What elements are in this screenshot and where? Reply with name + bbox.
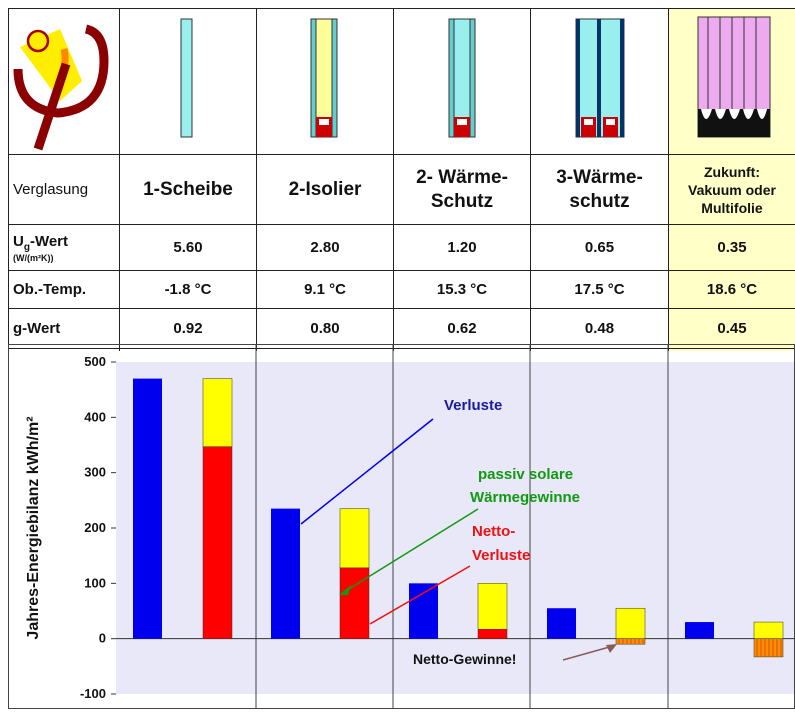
netto-gewinne-arrow-line [562, 645, 614, 661]
ug-label-sub: g [23, 241, 30, 253]
solar-pointer-line [343, 508, 479, 593]
glazing-name-4: 3-Wärme-schutz [531, 155, 668, 224]
row-label-verglasung: Verglasung [13, 181, 89, 198]
ug-value-5: 0.35 [717, 239, 747, 256]
g-value-5: 0.45 [717, 320, 747, 337]
ug-value-1: 5.60 [173, 239, 203, 256]
temp-value-4: 17.5 °C [574, 281, 625, 298]
solar-gain-bar [615, 607, 646, 639]
temp-value-3: 15.3 °C [436, 281, 488, 298]
energy-balance-chart-svg: 500 400 300 200 100 0 -100 Jahres-Energiebilan… [8, 344, 795, 709]
y-tick-label: 300 [84, 465, 106, 480]
vacuum-multifoil-pane-icon [668, 9, 795, 153]
solar-gain-bar [477, 583, 508, 630]
triple-low-e-pane-icon [530, 9, 668, 153]
solar-gain-bar [753, 621, 784, 639]
glazing-name-line: 3-Wärme- [556, 166, 643, 188]
g-value-2: 0.80 [310, 320, 340, 337]
glazing-name-5: Zukunft: Vakuum oder Multifolie [669, 155, 795, 224]
glazing-name-line: Schutz [430, 190, 494, 212]
y-tick-label: 400 [84, 409, 106, 424]
temp-value-1: -1.8 °C [164, 281, 212, 298]
ug-value-3: 1.20 [447, 239, 477, 256]
verluste-bar [271, 508, 300, 639]
verluste-bar [133, 378, 162, 639]
temp-value-2: 9.1 °C [304, 281, 346, 298]
verluste-bar [409, 583, 438, 639]
netto-gewinne-arrowhead [606, 644, 617, 653]
ug-value-4: 0.65 [584, 239, 615, 256]
netto-verluste-pointer-line [369, 565, 471, 625]
g-value-3: 0.62 [447, 320, 477, 337]
solar-pointer-arrowhead [339, 585, 351, 595]
glazing-table: Verglasung Ug-Wert (W/(m²K)) Ob.-Temp. g… [8, 8, 795, 351]
glazing-name-line: Vakuum oder [688, 181, 776, 198]
solar-gains-annotation-line1: passiv solare [478, 466, 573, 483]
verluste-bar [685, 622, 714, 639]
netto-verluste-annotation-line2: Verluste [472, 547, 530, 564]
glazing-name-line: Multifolie [701, 199, 763, 216]
glazing-name-1: 1-Scheibe [120, 155, 256, 224]
y-tick-label: 0 [99, 631, 106, 646]
glazing-name-line: 2-Isolier [288, 178, 362, 200]
y-tick-label: 200 [84, 520, 106, 535]
ug-label-rest: -Wert [29, 232, 69, 250]
g-value-1: 0.92 [173, 320, 203, 337]
glazing-name-2: 2-Isolier [257, 155, 393, 224]
solar-gain-bar [202, 378, 233, 447]
y-axis-label: Jahres-Energiebilanz kWh/m² [25, 416, 42, 639]
energy-balance-chart: 500 400 300 200 100 0 -100 Jahres-Energiebilan… [8, 344, 795, 709]
y-tick-label: 500 [84, 354, 106, 369]
row-label-ug-wert: Ug-Wert (W/(m²K)) [9, 225, 119, 270]
solar-gains-annotation-line2: Wärmegewinne [470, 489, 580, 506]
glazing-name-line: 1-Scheibe [143, 178, 233, 200]
glazing-name-line: 2- Wärme- [416, 166, 508, 188]
netto-verluste-bar [202, 446, 233, 639]
y-tick-label: -100 [80, 686, 106, 701]
y-tick-label: 100 [84, 575, 106, 590]
verluste-annotation: Verluste [444, 397, 502, 414]
verluste-bar [547, 608, 576, 639]
double-insulating-pane-icon [256, 9, 393, 153]
row-label-g-wert: g-Wert [13, 320, 61, 337]
netto-gewinne-annotation: Netto-Gewinne! [413, 651, 516, 667]
row-label-ob-temp: Ob.-Temp. [13, 281, 87, 298]
double-low-e-pane-icon [393, 9, 530, 153]
verluste-pointer-line [300, 418, 434, 525]
phi-logo-icon [8, 9, 118, 153]
glazing-name-line: Zukunft: [704, 163, 760, 180]
single-pane-icon [119, 9, 256, 153]
g-value-4: 0.48 [584, 320, 615, 337]
ug-value-2: 2.80 [310, 239, 340, 256]
netto-verluste-annotation-line1: Netto- [472, 523, 515, 540]
ug-unit: (W/(m²K)) [13, 252, 54, 263]
ug-label-u: U [13, 232, 24, 250]
temp-value-5: 18.6 °C [706, 281, 758, 298]
glazing-name-3: 2- Wärme- Schutz [394, 155, 530, 224]
netto-verluste-bar [477, 629, 508, 639]
glazing-name-line: schutz [569, 190, 630, 212]
solar-gain-bar [339, 508, 370, 569]
